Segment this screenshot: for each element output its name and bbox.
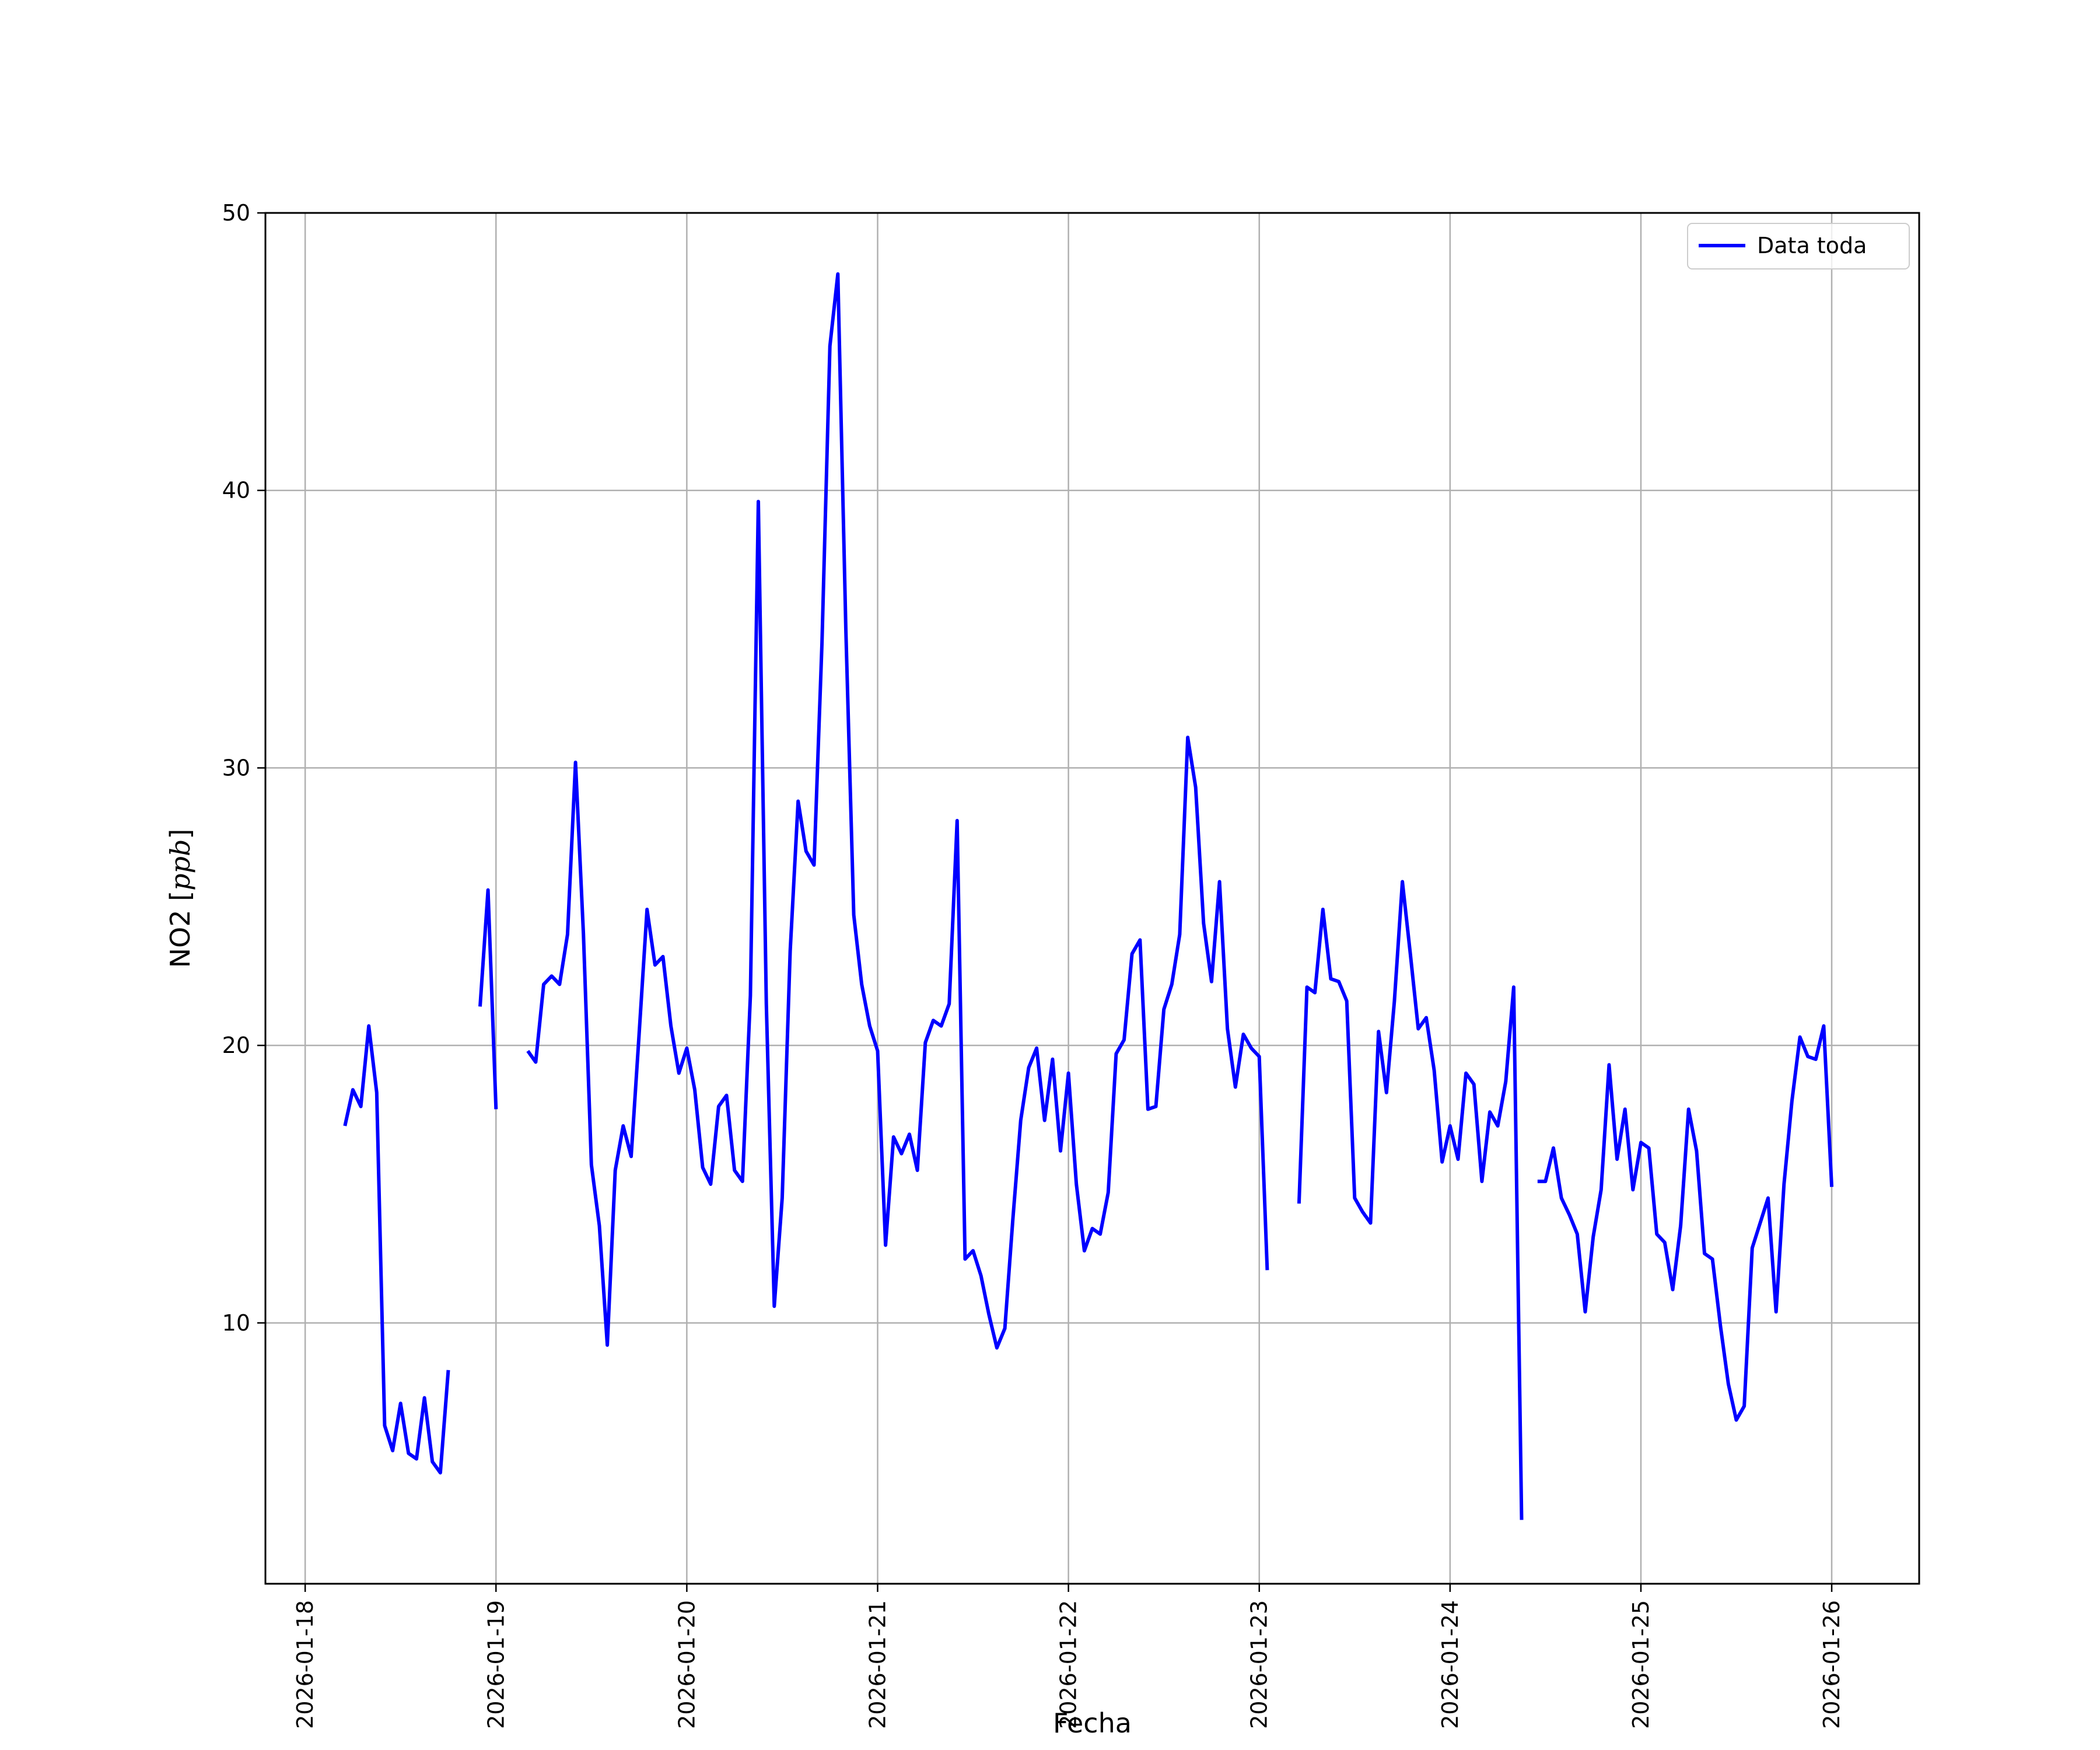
- legend: Data toda: [1687, 223, 1910, 270]
- x-tick-label: 2026-01-24: [1437, 1600, 1463, 1729]
- series-line-segment: [478, 888, 498, 1110]
- y-tick-label: 40: [222, 478, 250, 503]
- x-tick-label: 2026-01-23: [1247, 1600, 1272, 1729]
- y-axis-ticks: 10 20 30 40 50: [222, 200, 265, 1336]
- series-line-segment: [526, 272, 1269, 1350]
- y-tick-label: 20: [222, 1032, 250, 1058]
- x-tick-label: 2026-01-21: [864, 1600, 890, 1729]
- x-tick-label: 2026-01-26: [1819, 1600, 1845, 1729]
- y-axis-label-unit: ppb: [164, 839, 196, 891]
- x-tick-label: 2026-01-25: [1628, 1600, 1654, 1729]
- x-tick-label: 2026-01-20: [674, 1600, 699, 1729]
- series-line-segment: [1297, 880, 1524, 1520]
- legend-label-data-toda: Data toda: [1757, 233, 1867, 258]
- x-axis-ticks: 2026-01-18 2026-01-19 2026-01-20 2026-01-21…: [292, 1584, 1845, 1729]
- y-tick-label: 30: [222, 755, 250, 780]
- legend-box: [1687, 223, 1910, 270]
- y-tick-label: 50: [222, 200, 250, 226]
- y-axis-label-close: ]: [164, 829, 196, 839]
- x-tick-label: 2026-01-18: [292, 1600, 318, 1729]
- x-tick-label: 2026-01-22: [1056, 1600, 1082, 1729]
- x-axis-label: Fecha: [1053, 1707, 1132, 1739]
- series-line-segment: [1537, 1024, 1834, 1422]
- plot-area-frame: [264, 212, 1920, 1585]
- x-tick-label: 2026-01-19: [483, 1600, 509, 1729]
- y-tick-label: 10: [222, 1310, 250, 1336]
- series-lines: [343, 272, 1834, 1520]
- y-axis-label: NO2 [ppb]: [164, 829, 196, 968]
- series-line-segment: [343, 1024, 450, 1475]
- y-axis-label-text: NO2 [: [164, 891, 196, 968]
